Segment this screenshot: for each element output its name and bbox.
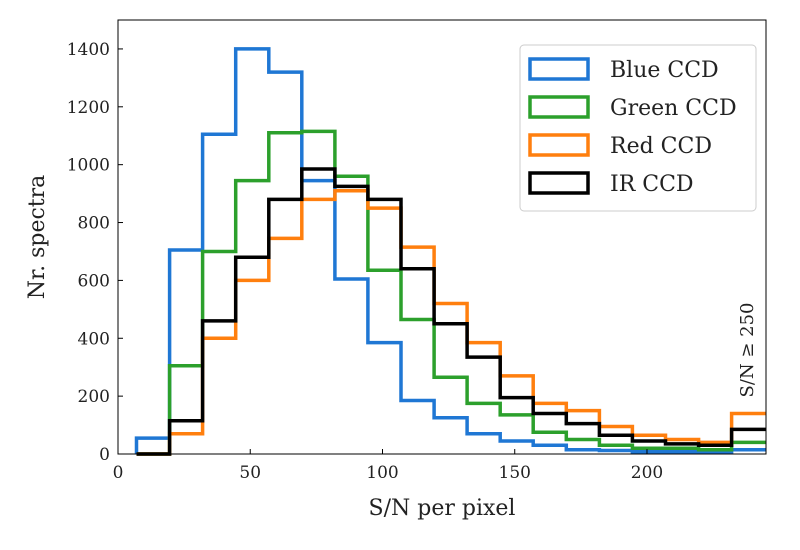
overflow-annotation: S/N ≥ 250 — [737, 302, 758, 397]
x-axis-label: S/N per pixel — [369, 496, 516, 521]
series-line-2 — [136, 188, 766, 456]
legend-swatch-1 — [528, 95, 590, 119]
series-line-0 — [134, 47, 766, 455]
legend-box — [519, 44, 757, 212]
y-tick-label-3: 600 — [78, 271, 110, 291]
y-tick-label-1: 200 — [78, 387, 110, 407]
y-tick-label-4: 800 — [78, 214, 110, 234]
y-axis-label: Nr. spectra — [25, 175, 50, 300]
legend-label-3: IR CCD — [610, 172, 694, 197]
y-tick-label-5: 1000 — [67, 156, 110, 176]
x-tick-label-3: 150 — [499, 463, 531, 483]
legend-swatch-2 — [528, 133, 590, 157]
legend-label-2: Red CCD — [610, 134, 712, 159]
plot-frame — [117, 19, 767, 455]
y-tick-label-2: 400 — [78, 329, 110, 349]
x-tick-label-0: 0 — [113, 463, 124, 483]
legend-label-1: Green CCD — [610, 96, 737, 121]
y-tick-label-6: 1200 — [67, 98, 110, 118]
series-line-1 — [136, 129, 766, 456]
x-tick-label-2: 100 — [366, 463, 398, 483]
y-tick-label-7: 1400 — [67, 40, 110, 60]
legend-label-0: Blue CCD — [610, 58, 719, 83]
y-tick-label-0: 0 — [99, 445, 110, 465]
x-tick-label-4: 200 — [631, 463, 663, 483]
legend-swatch-0 — [528, 57, 590, 81]
series-line-3 — [136, 167, 766, 456]
x-tick-label-1: 50 — [239, 463, 261, 483]
legend-swatch-3 — [528, 171, 590, 195]
legend: Blue CCD Green CCD Red CCD IR CCD — [519, 44, 757, 212]
